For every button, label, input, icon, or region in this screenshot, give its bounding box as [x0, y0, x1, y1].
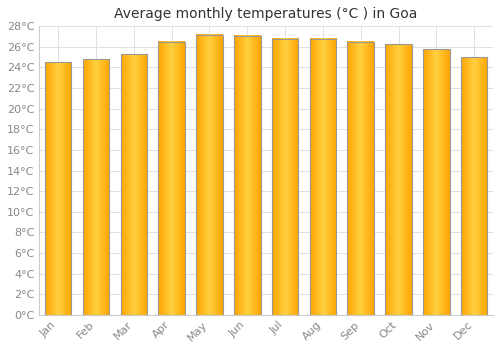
- Title: Average monthly temperatures (°C ) in Goa: Average monthly temperatures (°C ) in Go…: [114, 7, 418, 21]
- Bar: [234, 36, 260, 315]
- Bar: [348, 42, 374, 315]
- Bar: [158, 42, 185, 315]
- Bar: [83, 59, 110, 315]
- Bar: [386, 44, 412, 315]
- Bar: [45, 62, 72, 315]
- Bar: [423, 49, 450, 315]
- Bar: [196, 35, 222, 315]
- Bar: [272, 38, 298, 315]
- Bar: [461, 57, 487, 315]
- Bar: [310, 38, 336, 315]
- Bar: [120, 54, 147, 315]
